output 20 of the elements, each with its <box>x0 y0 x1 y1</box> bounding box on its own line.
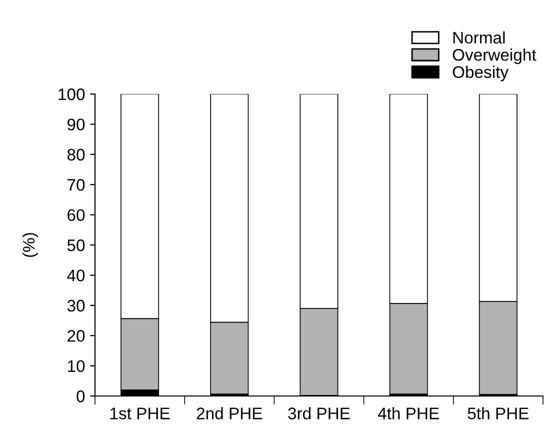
y-tick-label: 80 <box>67 148 85 161</box>
x-tick-label: 5th PHE <box>468 407 529 420</box>
y-axis-title: (%) <box>22 233 38 257</box>
y-tick-label: 50 <box>67 239 85 252</box>
legend-label: Obesity <box>452 66 509 82</box>
legend-label: Overweight <box>452 48 536 64</box>
x-tick-label: 4th PHE <box>378 407 439 420</box>
x-tick-label: 2nd PHE <box>196 407 262 420</box>
y-tick-label: 10 <box>68 360 85 372</box>
y-tick-label: 60 <box>68 209 85 222</box>
y-tick-label: 40 <box>67 270 85 282</box>
x-tick-label: 3rd PHE <box>288 407 350 420</box>
y-tick-label: 20 <box>68 330 85 342</box>
y-tick-label: 70 <box>68 179 85 191</box>
legend-label: Normal <box>453 31 505 44</box>
x-tick-label: 1st PHE <box>110 408 170 420</box>
y-tick-label: 90 <box>68 118 85 130</box>
y-tick-label: 100 <box>58 88 85 100</box>
y-tick-label: 30 <box>67 300 85 312</box>
y-tick-label: 0 <box>76 390 85 402</box>
